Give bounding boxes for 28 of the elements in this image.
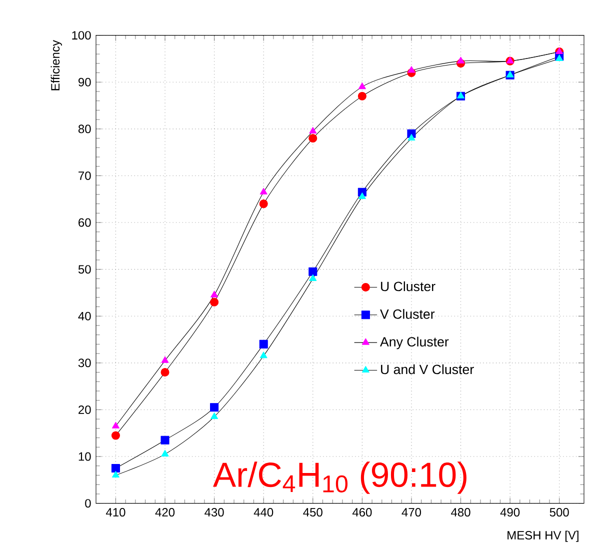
y-tick-label: 20 xyxy=(78,405,91,414)
x-tick-label: 450 xyxy=(303,508,322,517)
y-axis-title: Efficiency xyxy=(50,40,62,90)
y-tick-label: 90 xyxy=(78,78,91,86)
x-tick-label: 430 xyxy=(204,508,224,517)
x-tick-label: 490 xyxy=(500,508,520,517)
annotation: Ar/C$_{4}$H$_{10}$ (90:10) xyxy=(213,462,466,494)
y-tick-label: 40 xyxy=(78,312,91,320)
x-tick-label: 460 xyxy=(352,508,372,517)
x-axis-title: MESH HV [V] xyxy=(508,530,578,542)
x-tick-label: 470 xyxy=(402,508,422,517)
legend-label: U Cluster xyxy=(381,281,436,292)
legend-label: U and V Cluster xyxy=(381,364,474,374)
y-tick-label: 30 xyxy=(78,358,91,368)
x-tick-label: 500 xyxy=(550,508,569,517)
y-tick-label: 80 xyxy=(78,124,91,134)
x-tick-label: 410 xyxy=(106,508,126,517)
y-tick-label: 70 xyxy=(78,171,91,180)
legend-label: V Cluster xyxy=(380,309,435,319)
y-tick-label: 50 xyxy=(78,265,91,274)
y-tick-label: 10 xyxy=(78,452,91,461)
legend-label: Any Cluster xyxy=(380,336,449,350)
x-tick-label: 440 xyxy=(254,508,274,517)
y-tick-label: 100 xyxy=(72,31,91,40)
y-tick-label: 60 xyxy=(78,218,91,227)
x-tick-label: 480 xyxy=(451,508,470,517)
x-tick-label: 420 xyxy=(155,508,175,517)
y-tick-label: 0 xyxy=(85,499,91,508)
